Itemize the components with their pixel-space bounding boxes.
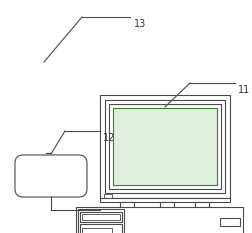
Bar <box>109 104 220 189</box>
Bar <box>80 224 121 233</box>
Text: 13: 13 <box>134 19 146 29</box>
Bar <box>105 100 224 193</box>
Bar <box>82 214 119 220</box>
Bar <box>82 228 112 233</box>
Text: 11: 11 <box>237 85 249 95</box>
Bar <box>100 95 229 198</box>
Bar <box>76 207 242 233</box>
Bar <box>194 202 208 208</box>
Bar <box>119 202 134 208</box>
Bar <box>100 198 229 202</box>
Bar <box>159 202 173 208</box>
Bar <box>80 212 121 222</box>
Bar <box>78 209 123 233</box>
Bar <box>104 194 112 198</box>
Text: 12: 12 <box>103 133 115 143</box>
Bar <box>113 108 216 185</box>
Bar <box>219 218 239 226</box>
FancyBboxPatch shape <box>15 155 87 197</box>
